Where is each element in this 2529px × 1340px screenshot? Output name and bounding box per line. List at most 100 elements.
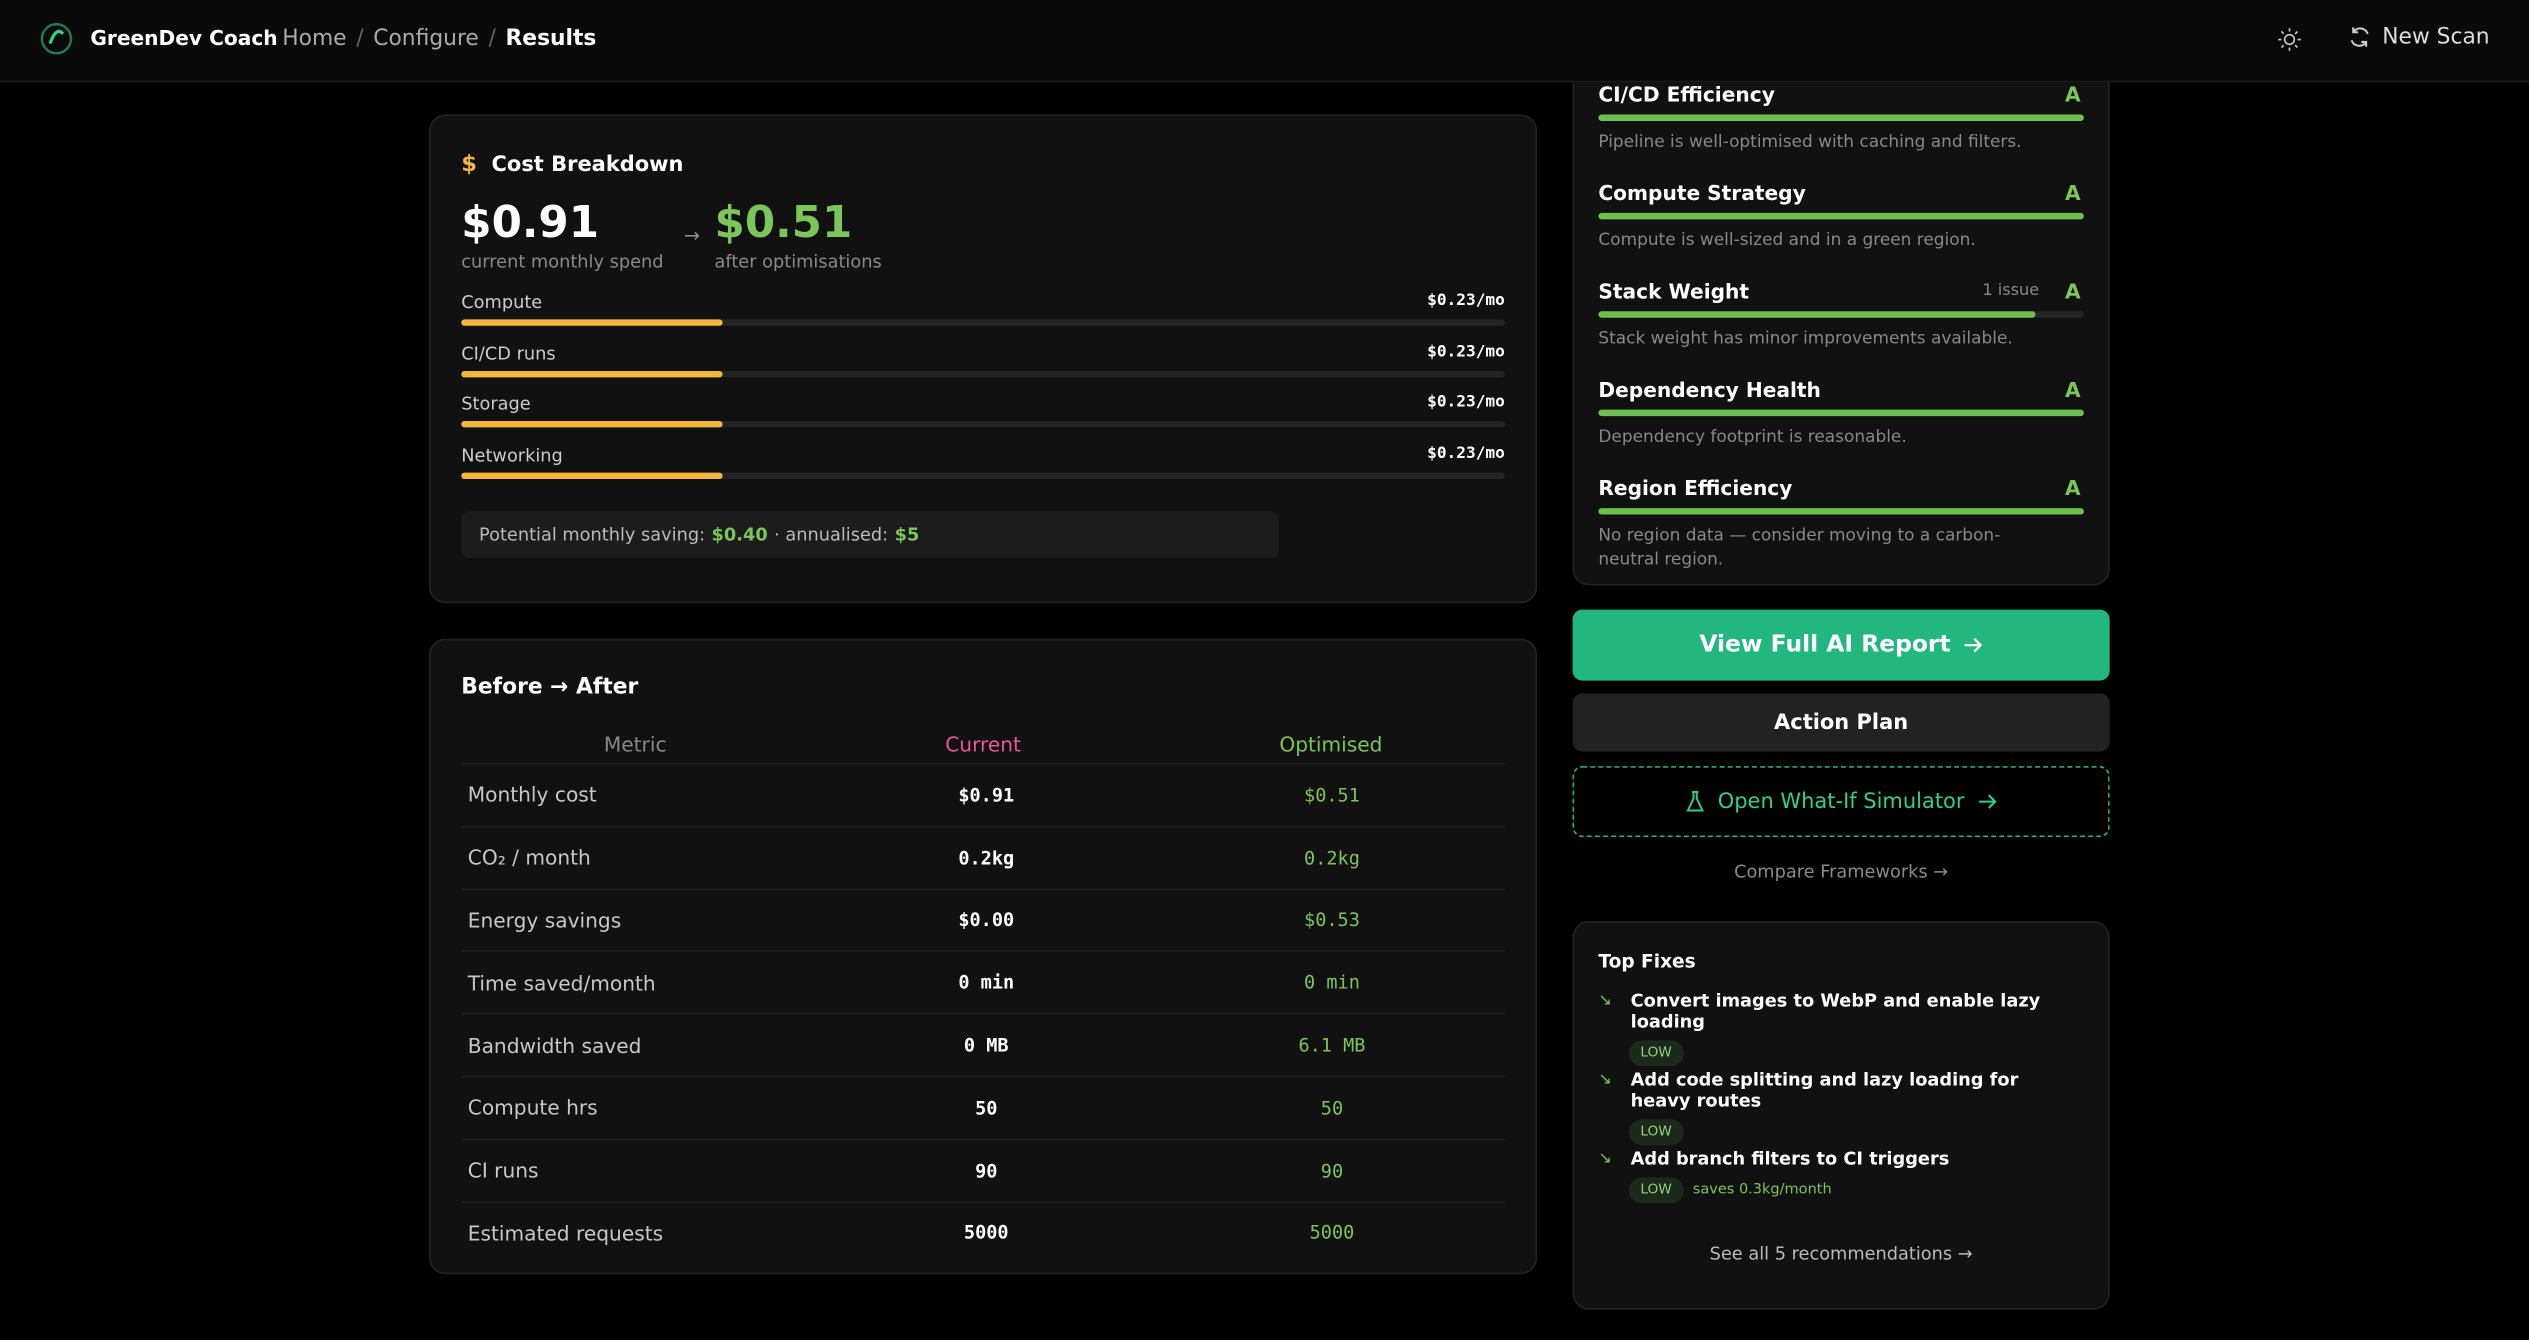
cost-bar-fill: [461, 472, 723, 479]
cost-item: CI/CD runs $0.23/mo: [461, 343, 1505, 394]
metric-cell: CO₂ / month: [467, 845, 591, 870]
saving-mid: · annualised:: [774, 524, 889, 546]
metric-cell: Estimated requests: [467, 1220, 664, 1246]
header-cell: Current: [945, 731, 1021, 756]
score-grade: A: [2065, 278, 2081, 303]
cost-summary: $0.91 current monthly spend → $0.51 afte…: [461, 198, 1505, 272]
table-row: CI runs 90 90: [461, 1138, 1505, 1201]
fix-text: Add code splitting and lazy loading for …: [1630, 1069, 2019, 1112]
brand[interactable]: GreenDev Coach: [90, 25, 278, 50]
arrow-icon: [1965, 637, 1983, 653]
score-bar-fill: [1598, 114, 2084, 121]
refresh-icon: [2350, 27, 2369, 47]
cost-bar-fill: [461, 421, 723, 428]
cost-item-head: CI/CD runs $0.23/mo: [461, 343, 1505, 367]
action-plan-button[interactable]: Action Plan: [1572, 693, 2110, 752]
trend-icon: ↘: [1598, 1149, 1612, 1168]
score-name: CI/CD Efficiency: [1598, 81, 1775, 106]
trend-icon: ↘: [1598, 991, 1612, 1010]
metric-cell: CI runs: [467, 1158, 539, 1183]
score-head: Dependency Health A: [1598, 374, 2083, 403]
table-row: Bandwidth saved 0 MB 6.1 MB: [461, 1013, 1505, 1076]
theme-toggle[interactable]: [2277, 27, 2301, 51]
simulator-button[interactable]: Open What-If Simulator: [1572, 766, 2110, 838]
fix-item: ↘ Add code splitting and lazy loading for…: [1598, 1069, 2083, 1148]
current-cell: 5000: [963, 1221, 1009, 1245]
score-head: Stack Weight 1 issue A: [1598, 276, 2083, 305]
crumb[interactable]: Configure: [373, 25, 479, 52]
table-row: Time saved/month 0 min 0 min: [461, 950, 1505, 1014]
cost-item-value: $0.23/mo: [1427, 342, 1505, 361]
table-header: Metric Current Optimised: [461, 724, 1505, 763]
compare-link[interactable]: Compare Frameworks →: [1734, 861, 1949, 883]
crumb[interactable]: Home: [282, 25, 347, 52]
saving-prefix: Potential monthly saving:: [479, 524, 706, 546]
cost-title: Cost Breakdown: [491, 152, 684, 177]
fix-text: Add branch filters to CI triggers: [1630, 1148, 1950, 1170]
score-note: No region data — consider moving to a ca…: [1598, 525, 2001, 570]
score-head: Region Efficiency A: [1598, 473, 2083, 502]
cost-item-head: Networking $0.23/mo: [461, 445, 1505, 469]
cost-header: $ Cost Breakdown: [461, 152, 1505, 178]
fix-text: Convert images to WebP and enable lazy l…: [1630, 990, 2041, 1033]
table-row: Compute hrs 50 50: [461, 1075, 1505, 1139]
metric-cell: Bandwidth saved: [467, 1033, 642, 1058]
fix-meta: LOW saves 0.3kg/month: [1629, 1177, 2084, 1204]
dollar-icon: $: [461, 151, 478, 178]
fix-item: ↘ Add branch filters to CI triggers LOW sav…: [1598, 1148, 2083, 1227]
score-note: Pipeline is well-optimised with caching …: [1598, 132, 2022, 152]
new-scan-button[interactable]: New Scan: [2348, 24, 2490, 50]
see-all-link[interactable]: See all 5 recommendations →: [1709, 1243, 1973, 1265]
metric-cell: Energy savings: [467, 908, 622, 933]
fixes-list: ↘ Convert images to WebP and enable lazy …: [1598, 990, 2083, 1227]
logo: [40, 22, 73, 55]
score-bar-track: [1598, 409, 2084, 417]
header-cell: Metric: [603, 731, 667, 756]
fixes-title: Top Fixes: [1598, 949, 1696, 973]
cost-item: Networking $0.23/mo: [461, 445, 1505, 496]
optimised-cell: 0 min: [1304, 971, 1360, 995]
score-name: Stack Weight: [1598, 278, 1750, 303]
score-note: Stack weight has minor improvements avai…: [1598, 329, 2013, 349]
report-button[interactable]: View Full AI Report: [1572, 609, 2110, 681]
optimised-label: after optimisations: [714, 251, 882, 273]
current-block: $0.91 current monthly spend: [461, 198, 684, 272]
table-body: Monthly cost $0.91 $0.51 CO₂ / month 0.2kg 0.…: [461, 762, 1505, 1264]
optimised-cell: 50: [1320, 1096, 1344, 1120]
score-grade: A: [2065, 376, 2081, 401]
saving-annual: $5: [894, 524, 920, 546]
report-label: View Full AI Report: [1699, 632, 1951, 659]
score-name: Dependency Health: [1598, 376, 1821, 401]
score-item: Compute Strategy A Compute is well-sized a…: [1598, 177, 2084, 253]
header-cell: Optimised: [1279, 731, 1383, 756]
metric-cell: Time saved/month: [467, 970, 656, 995]
score-bar-fill: [1598, 409, 2084, 417]
cost-item: Storage $0.23/mo: [461, 394, 1505, 445]
score-name: Compute Strategy: [1598, 179, 1806, 205]
cost-bar-track: [461, 319, 1505, 326]
score-name: Region Efficiency: [1598, 474, 1793, 500]
top-fixes-card: Top Fixes ↘ Convert images to WebP and en…: [1572, 920, 2110, 1310]
table-row: Energy savings $0.00 $0.53: [461, 888, 1505, 951]
score-bar-fill: [1598, 508, 2084, 515]
breadcrumb: Home / Configure / Results: [282, 25, 597, 52]
score-note: Dependency footprint is reasonable.: [1598, 427, 1907, 447]
cost-item-head: Compute $0.23/mo: [461, 292, 1505, 316]
cost-item-head: Storage $0.23/mo: [461, 394, 1505, 418]
optimised-cost: $0.51: [714, 198, 853, 249]
score-note: Compute is well-sized and in a green reg…: [1598, 230, 1976, 250]
cost-item-name: Storage: [461, 393, 531, 415]
impact-badge: LOW: [1629, 1040, 1684, 1067]
current-cost: $0.91: [461, 198, 600, 249]
optimised-block: $0.51 after optimisations: [715, 198, 882, 272]
optimised-cell: 90: [1320, 1159, 1344, 1182]
cost-bar-track: [461, 370, 1505, 377]
fix-meta: LOW: [1629, 1119, 2084, 1146]
cost-item-value: $0.23/mo: [1427, 393, 1505, 412]
scores-list: CI/CD Efficiency A Pipeline is well-optimi…: [1598, 79, 2084, 573]
metric-cell: Compute hrs: [467, 1095, 598, 1120]
score-bar-track: [1598, 508, 2084, 515]
before-after-card: Before → After Metric Current Optimised …: [429, 638, 1538, 1275]
arrow-icon: [1979, 794, 1997, 809]
